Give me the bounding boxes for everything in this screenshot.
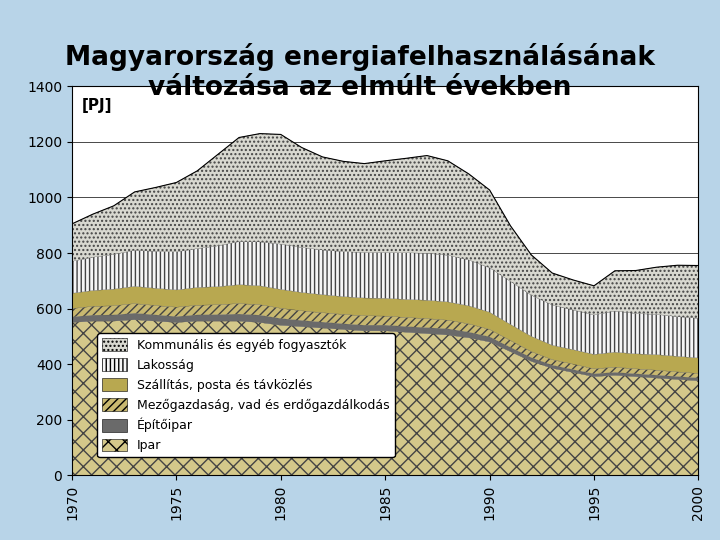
Legend: Kommunális és egyéb fogyasztók, Lakosság, Szállítás, posta és távközlés, Mezőgaz: Kommunális és egyéb fogyasztók, Lakosság… bbox=[97, 333, 395, 457]
Text: Magyarország energiafelhasználásának
változása az elmúlt években: Magyarország energiafelhasználásának vál… bbox=[65, 43, 655, 101]
Text: [PJ]: [PJ] bbox=[81, 98, 112, 113]
